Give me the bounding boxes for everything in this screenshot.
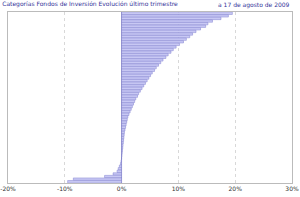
svg-text:-10%: -10% [57, 185, 73, 192]
svg-text:Categorías Fondos de Inversión: Categorías Fondos de Inversión Evolución… [2, 0, 178, 8]
svg-text:30%: 30% [285, 185, 299, 192]
svg-text:0%: 0% [117, 185, 127, 192]
svg-text:a 17 de agosto de 2009: a 17 de agosto de 2009 [218, 1, 290, 9]
svg-text:20%: 20% [229, 185, 243, 192]
svg-text:-20%: -20% [0, 185, 16, 192]
svg-text:10%: 10% [172, 185, 186, 192]
